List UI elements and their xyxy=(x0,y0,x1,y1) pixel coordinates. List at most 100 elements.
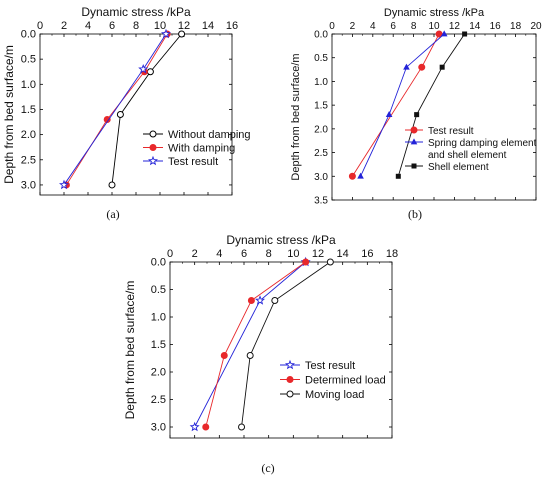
data-point xyxy=(357,172,364,179)
x-tick-label: 20 xyxy=(530,21,542,32)
x-tick-label: 0 xyxy=(37,20,43,32)
x-tick-label: 4 xyxy=(85,20,91,32)
y-tick-label: 0.5 xyxy=(151,284,166,296)
legend-label: With damping xyxy=(168,143,235,155)
series-test-result xyxy=(189,256,311,432)
y-axis-label: Depth from bed surface/m xyxy=(123,281,137,420)
y-tick-label: 0.0 xyxy=(21,29,36,41)
y-tick-label: 0.5 xyxy=(21,54,36,66)
legend-label: and shell element xyxy=(428,150,507,161)
legend-label: Spring damping element xyxy=(428,138,537,149)
data-point xyxy=(189,421,200,432)
legend-label: Test result xyxy=(305,360,355,372)
legend-marker xyxy=(410,138,418,145)
x-tick-label: 8 xyxy=(411,21,417,32)
series-moving-load xyxy=(238,258,334,431)
series-spring-damping-element xyxy=(357,30,448,179)
data-point xyxy=(116,111,124,118)
series-line xyxy=(205,261,306,428)
x-tick-label: 8 xyxy=(266,248,272,260)
x-tick-label: 0 xyxy=(329,21,335,32)
y-tick-label: 2.0 xyxy=(314,124,328,135)
y-tick-label: 2.5 xyxy=(314,148,328,159)
x-tick-label: 2 xyxy=(192,248,198,260)
x-tick-label: 8 xyxy=(133,20,139,32)
y-axis-label: Depth from bed surface/m xyxy=(2,45,16,184)
series-with-damping xyxy=(62,30,171,189)
y-tick-label: 1.5 xyxy=(151,339,166,351)
data-point xyxy=(202,423,210,431)
series-line xyxy=(194,261,306,428)
x-tick-label: 2 xyxy=(61,20,67,32)
y-tick-label: 2.0 xyxy=(151,367,166,379)
legend-marker xyxy=(286,376,294,383)
x-tick-label: 10 xyxy=(287,248,299,260)
data-point xyxy=(395,173,401,179)
x-axis: 0 2 4 6 8 10 12 14 16 18 Dynamic stress /kPa xyxy=(167,233,398,438)
y-axis-label: Depth from bed surface/m xyxy=(290,53,302,180)
data-point xyxy=(302,258,310,266)
y-tick-label: 3.0 xyxy=(314,172,328,183)
legend: Test result Determined load Moving load xyxy=(280,359,386,401)
y-tick-label: 0.0 xyxy=(314,30,328,41)
x-tick-label: 6 xyxy=(390,21,396,32)
x-tick-label: 16 xyxy=(226,20,238,32)
x-tick-label: 12 xyxy=(312,248,324,260)
legend-marker xyxy=(148,155,158,166)
x-tick-label: 16 xyxy=(490,21,502,32)
legend-marker xyxy=(285,359,295,370)
x-tick-label: 2 xyxy=(350,21,356,32)
panel-c: 0 2 4 6 8 10 12 14 16 18 Dynamic stress /kPa 0.0 0.5… xyxy=(123,233,398,475)
x-tick-label: 12 xyxy=(449,21,461,32)
y-tick-label: 1.5 xyxy=(21,104,36,116)
legend-label: Test result xyxy=(168,156,218,168)
x-tick-label: 16 xyxy=(361,248,373,260)
panel-label: (a) xyxy=(106,207,119,221)
x-tick-label: 14 xyxy=(337,248,349,260)
y-tick-label: 2.5 xyxy=(21,154,36,166)
legend-marker xyxy=(411,163,417,169)
y-tick-label: 2.0 xyxy=(21,129,36,141)
series-without-damping xyxy=(108,30,186,189)
series-line xyxy=(111,33,182,185)
x-tick-label: 18 xyxy=(386,248,398,260)
series-determined-load xyxy=(202,258,310,431)
data-point xyxy=(255,295,266,305)
series-test-result xyxy=(348,30,443,180)
data-point xyxy=(418,63,426,71)
series-line xyxy=(397,33,465,177)
data-point xyxy=(58,179,70,190)
y-tick-label: 1.0 xyxy=(314,77,328,88)
data-point xyxy=(220,352,228,359)
legend-label: Moving load xyxy=(305,389,364,401)
data-point xyxy=(403,63,410,70)
x-tick-label: 4 xyxy=(216,248,222,260)
legend-label: Determined load xyxy=(305,375,386,387)
data-point xyxy=(435,30,443,38)
legend-label: Shell element xyxy=(428,162,489,173)
plot-frame xyxy=(169,261,393,439)
y-tick-label: 2.5 xyxy=(151,394,166,406)
plot-frame xyxy=(331,33,537,201)
x-tick-label: 4 xyxy=(370,21,376,32)
series-shell-element xyxy=(395,31,468,179)
y-tick-label: 1.5 xyxy=(314,101,328,112)
legend-label: Test result xyxy=(428,126,474,137)
data-point xyxy=(138,63,149,74)
data-point xyxy=(414,112,420,118)
legend-marker xyxy=(286,390,294,398)
y-tick-label: 3.0 xyxy=(151,422,166,434)
x-axis: 0 2 4 6 8 10 12 14 16 18 20 Dynamic stress /kPa xyxy=(329,7,542,200)
y-tick-label: 3.0 xyxy=(21,179,36,191)
y-axis: 0.0 0.5 1.0 1.5 2.0 2.5 3.0 Depth from bed surf… xyxy=(123,257,392,434)
legend-marker xyxy=(149,144,157,151)
legend-marker xyxy=(410,126,418,134)
data-point xyxy=(247,297,255,304)
x-tick-label: 6 xyxy=(109,20,115,32)
x-tick-label: 14 xyxy=(202,20,214,32)
data-point xyxy=(178,30,186,38)
